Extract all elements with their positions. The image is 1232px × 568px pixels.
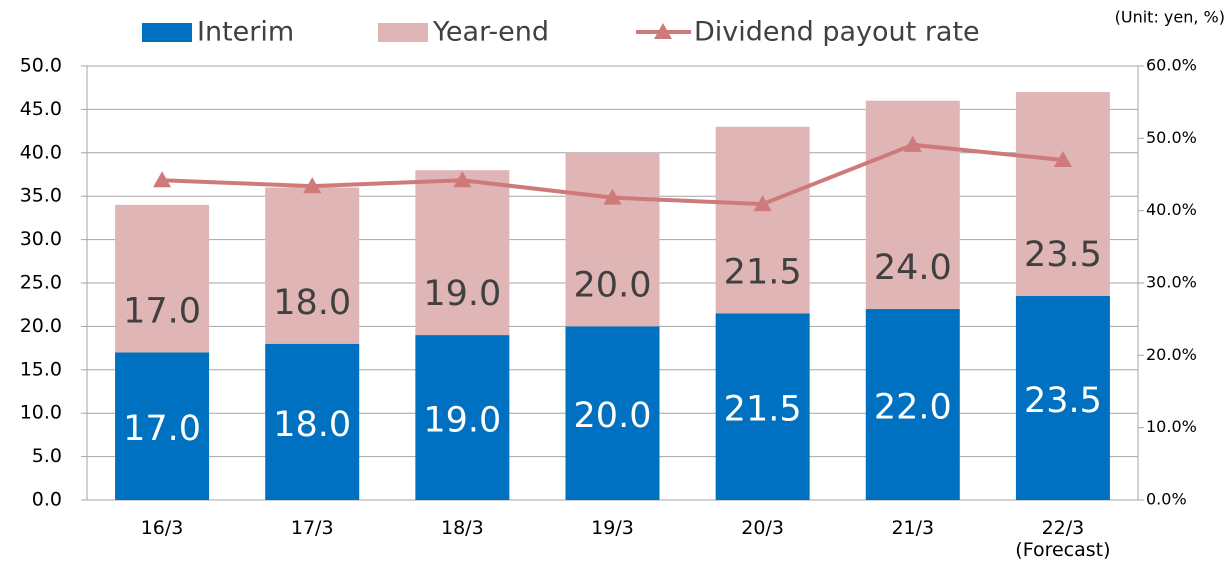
line-marker (753, 195, 772, 212)
y2-tick-label: 40.0% (1146, 200, 1197, 219)
x-tick-label: 17/3 (290, 517, 334, 539)
data-label: 18.0 (273, 405, 351, 445)
line-marker (303, 177, 322, 194)
legend-swatch (142, 23, 192, 42)
y-tick-label: 25.0 (20, 272, 62, 294)
legend-marker (654, 23, 672, 39)
bar-segment (265, 187, 360, 344)
legend-label: Interim (197, 17, 294, 48)
line-marker (603, 188, 622, 205)
y-tick-label: 15.0 (20, 358, 62, 380)
bar-segment (865, 309, 960, 500)
legend-swatch (378, 23, 428, 42)
data-label: 22.0 (874, 388, 952, 428)
x-tick-label: 21/3 (891, 517, 935, 539)
bar-segment (1015, 296, 1110, 500)
x-tick-label: 22/3 (Forecast) (1015, 517, 1111, 561)
bar-segment (1015, 92, 1110, 297)
legend-label: Year-end (432, 17, 549, 48)
legend-label: Dividend payout rate (694, 17, 980, 48)
y-tick-label: 5.0 (32, 445, 62, 467)
bar-segment (565, 326, 660, 500)
y2-tick-label: 0.0% (1146, 490, 1187, 509)
line-marker (153, 171, 172, 188)
data-label: 20.0 (574, 396, 652, 436)
y-tick-label: 30.0 (20, 228, 62, 250)
y2-tick-label: 20.0% (1146, 345, 1197, 364)
y2-tick-label: 10.0% (1146, 417, 1197, 436)
x-tick-label: 20/3 (741, 517, 784, 539)
y-tick-label: 50.0 (20, 55, 62, 77)
x-tick-label: 19/3 (591, 517, 634, 539)
data-label: 19.0 (423, 274, 501, 314)
data-label: 23.5 (1024, 235, 1102, 275)
data-label: 24.0 (874, 248, 952, 288)
y2-tick-label: 30.0% (1146, 273, 1197, 292)
y-tick-label: 40.0 (20, 141, 62, 163)
bar-segment (415, 335, 510, 500)
bar-segment (115, 204, 210, 353)
unit-note: (Unit: yen, %) (1115, 8, 1225, 27)
data-label: 21.5 (724, 252, 802, 292)
data-label: 17.0 (123, 409, 201, 449)
data-label: 19.0 (423, 401, 501, 441)
line-marker (453, 171, 472, 188)
data-label: 20.0 (574, 265, 652, 305)
y2-tick-label: 60.0% (1146, 56, 1197, 75)
bar-segment (115, 352, 210, 500)
line-marker (903, 135, 922, 152)
line-marker (1053, 151, 1072, 168)
bar-segment (565, 152, 660, 327)
x-tick-label: 18/3 (441, 517, 484, 539)
bar-segment (715, 126, 810, 314)
data-label: 23.5 (1024, 381, 1102, 421)
data-label: 21.5 (724, 390, 802, 430)
y-tick-label: 35.0 (20, 185, 62, 207)
y2-tick-label: 50.0% (1146, 128, 1197, 147)
bar-segment (865, 100, 960, 310)
y-tick-label: 0.0 (32, 489, 62, 511)
bar-segment (415, 170, 510, 336)
x-tick-label: 16/3 (140, 517, 184, 539)
data-label: 17.0 (123, 291, 201, 331)
bar-segment (715, 313, 810, 500)
y-tick-label: 20.0 (20, 315, 62, 337)
bar-segment (265, 343, 360, 500)
y-tick-label: 45.0 (20, 98, 62, 120)
y-tick-label: 10.0 (20, 402, 62, 424)
data-label: 18.0 (273, 283, 351, 323)
